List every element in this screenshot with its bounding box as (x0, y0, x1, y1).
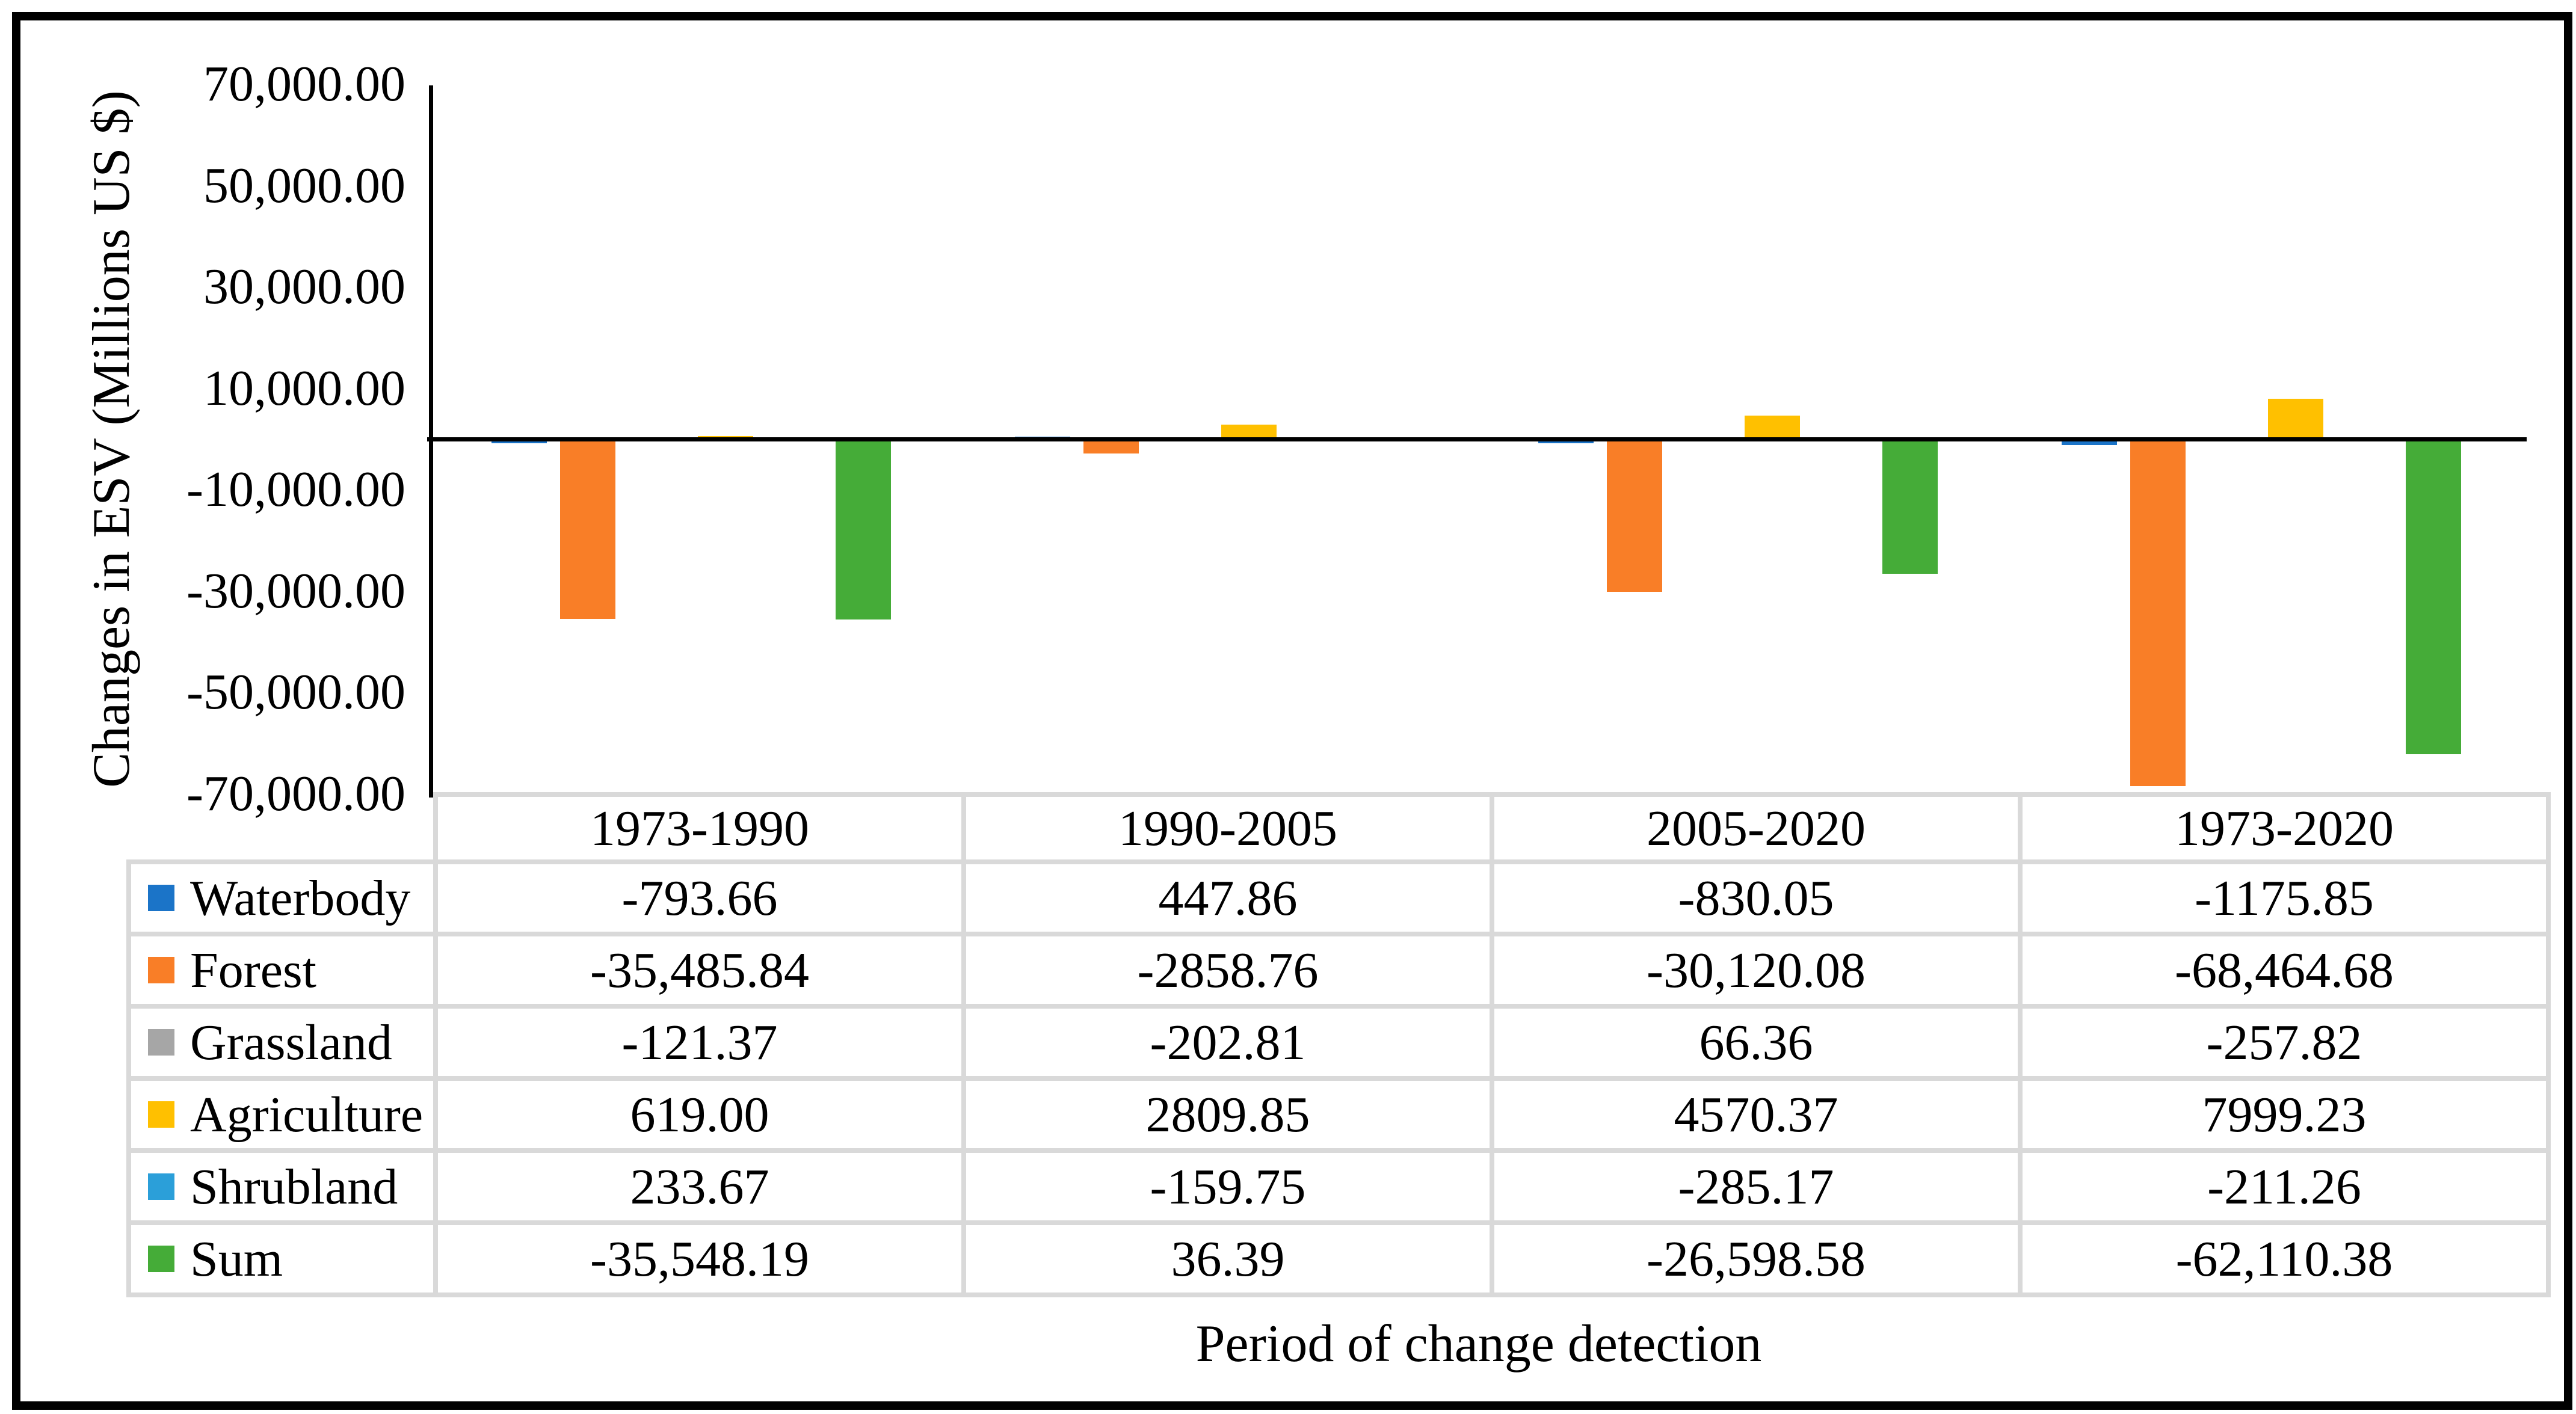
legend-swatch-sum (148, 1246, 174, 1272)
y-tick-label: 50,000.00 (203, 157, 405, 214)
table-cell-sum-1973-1990: -35,548.19 (433, 1220, 966, 1297)
y-tick-label: -50,000.00 (186, 664, 405, 721)
table-cell-forest-2005-2020: -30,120.08 (1490, 932, 2023, 1009)
table-cell-shrubland-1973-2020: -211.26 (2018, 1148, 2551, 1225)
legend-cell-sum: Sum (126, 1220, 438, 1297)
y-tick-label: -70,000.00 (186, 766, 405, 822)
legend-swatch-grassland (148, 1029, 174, 1056)
bar-sum-2005-2020 (1882, 439, 1938, 574)
table-cell-forest-1973-2020: -68,464.68 (2018, 932, 2551, 1009)
table-cell-waterbody-1973-1990: -793.66 (433, 859, 966, 936)
table-cell-waterbody-2005-2020: -830.05 (1490, 859, 2023, 936)
chart-frame: Changes in ESV (Millions US $) 70,000.00… (12, 12, 2572, 1410)
legend-entry: Shrubland (131, 1158, 433, 1216)
legend-cell-grassland: Grassland (126, 1004, 438, 1081)
bar-sum-1973-2020 (2406, 439, 2461, 754)
data-table-body: 1973-1990 1990-2005 2005-2020 1973-2020 Wate… (126, 792, 2551, 1297)
legend-entry: Sum (131, 1230, 433, 1288)
table-cell-agriculture-1973-2020: 7999.23 (2018, 1076, 2551, 1153)
y-tick-label: -10,000.00 (186, 461, 405, 518)
legend-label: Grassland (190, 1014, 392, 1071)
table-cell-shrubland-1973-1990: 233.67 (433, 1148, 966, 1225)
table-row-forest: Forest -35,485.84 -2858.76 -30,120.08 -68,46… (126, 932, 2551, 1009)
legend-entry: Agriculture (131, 1086, 433, 1144)
table-cell-agriculture-2005-2020: 4570.37 (1490, 1076, 2023, 1153)
bar-agriculture-1973-2020 (2268, 398, 2324, 439)
table-cell-sum-1990-2005: 36.39 (961, 1220, 1494, 1297)
table-row-sum: Sum -35,548.19 36.39 -26,598.58 -62,110.38 (126, 1220, 2551, 1297)
table-cell-sum-1973-2020: -62,110.38 (2018, 1220, 2551, 1297)
table-cell-waterbody-1990-2005: 447.86 (961, 859, 1494, 936)
table-header-row: 1973-1990 1990-2005 2005-2020 1973-2020 (129, 792, 2551, 864)
legend-entry: Forest (131, 941, 433, 1000)
table-cell-shrubland-2005-2020: -285.17 (1490, 1148, 2023, 1225)
table-row-grassland: Grassland -121.37 -202.81 66.36 -257.82 (126, 1004, 2551, 1081)
legend-entry: Grassland (131, 1013, 433, 1072)
table-cell-agriculture-1973-1990: 619.00 (433, 1076, 966, 1153)
legend-label: Shrubland (190, 1158, 398, 1215)
legend-cell-forest: Forest (126, 932, 438, 1009)
legend-swatch-waterbody (148, 885, 174, 911)
bar-agriculture-2005-2020 (1745, 416, 1801, 439)
legend-label: Sum (190, 1231, 283, 1287)
legend-cell-agriculture: Agriculture (126, 1076, 438, 1153)
table-header-1973-1990: 1973-1990 (433, 792, 966, 864)
bar-forest-1973-1990 (560, 439, 616, 619)
y-axis-line (429, 85, 433, 798)
bar-agriculture-1990-2005 (1221, 425, 1277, 439)
table-cell-grassland-1973-1990: -121.37 (433, 1004, 966, 1081)
table-cell-forest-1990-2005: -2858.76 (961, 932, 1494, 1009)
table-row-agriculture: Agriculture 619.00 2809.85 4570.37 7999.23 (126, 1076, 2551, 1153)
bar-forest-1973-2020 (2130, 439, 2186, 787)
table-cell-agriculture-1990-2005: 2809.85 (961, 1076, 1494, 1153)
plot-area (20, 20, 2576, 862)
table-cell-forest-1973-1990: -35,485.84 (433, 932, 966, 1009)
table-cell-sum-2005-2020: -26,598.58 (1490, 1220, 2023, 1297)
table-cell-grassland-1973-2020: -257.82 (2018, 1004, 2551, 1081)
table-header-1973-2020: 1973-2020 (2018, 792, 2551, 864)
legend-swatch-agriculture (148, 1101, 174, 1128)
table-header-2005-2020: 2005-2020 (1490, 792, 2023, 864)
y-tick-label: 70,000.00 (203, 56, 405, 112)
bar-waterbody-1973-2020 (2062, 439, 2117, 445)
bar-forest-2005-2020 (1607, 439, 1663, 592)
y-tick-label: 10,000.00 (203, 360, 405, 416)
legend-entry: Waterbody (131, 869, 433, 927)
table-cell-shrubland-1990-2005: -159.75 (961, 1148, 1494, 1225)
y-axis-ticks: 70,000.00 50,000.00 30,000.00 10,000.00 -10,… (141, 20, 405, 862)
legend-swatch-forest (148, 957, 174, 983)
table-row-shrubland: Shrubland 233.67 -159.75 -285.17 -211.26 (126, 1148, 2551, 1225)
legend-cell-waterbody: Waterbody (126, 859, 438, 936)
table-row-waterbody: Waterbody -793.66 447.86 -830.05 -1175.85 (126, 859, 2551, 936)
legend-label: Waterbody (190, 870, 411, 926)
y-tick-label: 30,000.00 (203, 259, 405, 315)
table-header-1990-2005: 1990-2005 (961, 792, 1494, 864)
x-axis-title: Period of change detection (1195, 1315, 1762, 1373)
y-tick-label: -30,000.00 (186, 562, 405, 619)
legend-label: Agriculture (190, 1086, 424, 1143)
data-table: 1973-1990 1990-2005 2005-2020 1973-2020 Wate… (126, 792, 2551, 1297)
bar-sum-1973-1990 (836, 439, 891, 619)
legend-cell-shrubland: Shrubland (126, 1148, 438, 1225)
zero-baseline (427, 437, 2527, 441)
legend-swatch-shrubland (148, 1173, 174, 1200)
legend-label: Forest (190, 942, 316, 998)
table-cell-grassland-1990-2005: -202.81 (961, 1004, 1494, 1081)
table-cell-waterbody-1973-2020: -1175.85 (2018, 859, 2551, 936)
bar-forest-1990-2005 (1083, 439, 1139, 454)
table-cell-grassland-2005-2020: 66.36 (1490, 1004, 2023, 1081)
